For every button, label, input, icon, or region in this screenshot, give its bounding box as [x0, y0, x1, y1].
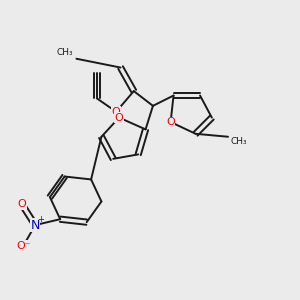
Text: N: N	[31, 219, 40, 232]
Text: CH₃: CH₃	[56, 48, 73, 57]
Text: O: O	[166, 117, 175, 127]
Text: O: O	[17, 200, 26, 209]
Text: O: O	[112, 107, 121, 117]
Text: O⁻: O⁻	[16, 241, 31, 251]
Text: +: +	[37, 215, 44, 224]
Text: N: N	[31, 219, 40, 232]
Text: O: O	[115, 112, 124, 123]
Text: CH₃: CH₃	[230, 137, 247, 146]
